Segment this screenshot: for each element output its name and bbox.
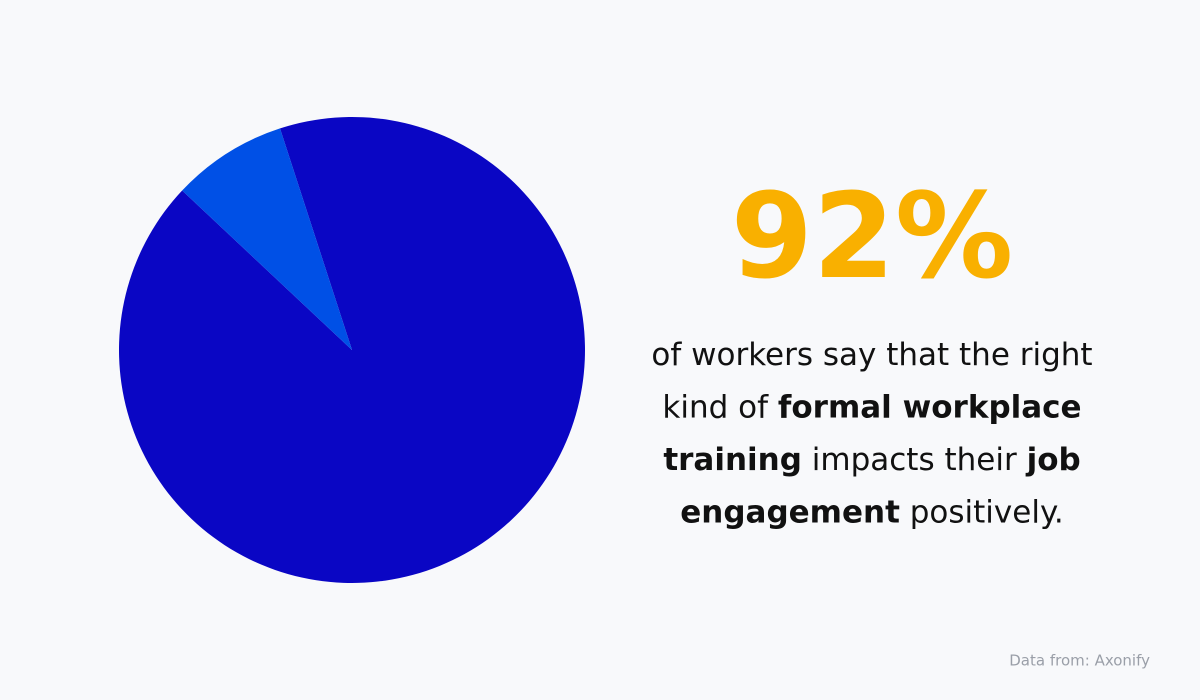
caption-line: training impacts their job	[663, 442, 1080, 478]
caption-line: kind of formal workplace	[662, 389, 1081, 425]
caption-bold: training	[663, 442, 802, 478]
caption-line: engagement positively.	[680, 494, 1063, 530]
caption-bold: job	[1025, 442, 1081, 478]
caption-text: positively.	[900, 494, 1064, 530]
pie-slice	[182, 128, 352, 350]
caption-bold: engagement	[680, 494, 900, 530]
headline-value: 92%	[731, 167, 1013, 305]
caption-text: impacts their	[802, 442, 1027, 478]
caption-text: of workers say that the right	[651, 337, 1092, 373]
pie-slice	[118, 117, 585, 584]
caption-bold: formal workplace	[778, 389, 1082, 425]
source-note: Data from: Axonify	[1009, 652, 1150, 670]
caption-text: kind of	[662, 389, 777, 425]
caption-line: of workers say that the right	[651, 337, 1092, 373]
